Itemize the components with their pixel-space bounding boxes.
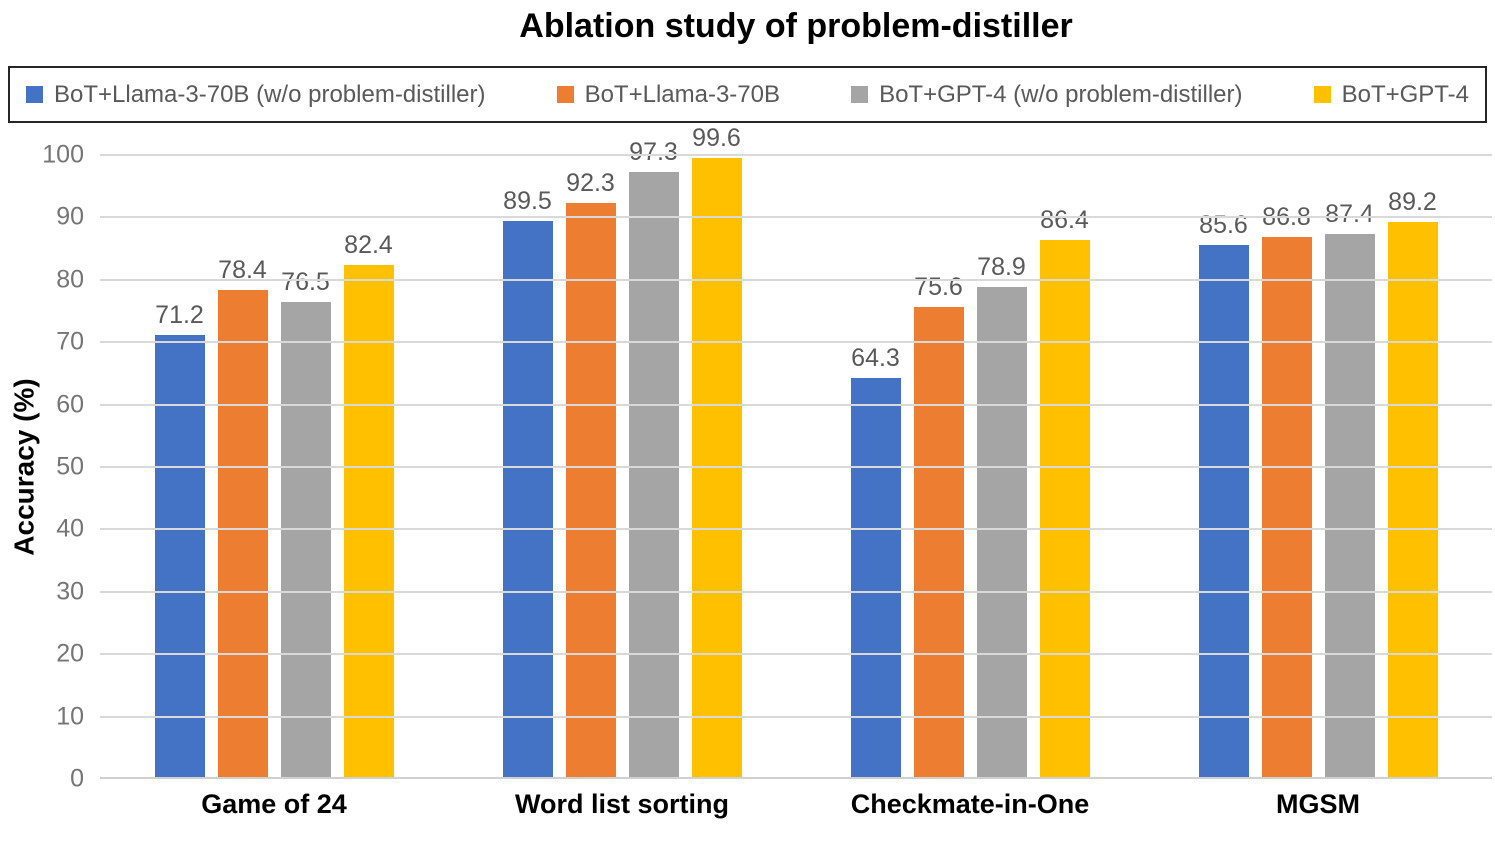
bar-value-label: 78.9 xyxy=(977,252,1026,281)
gridline xyxy=(100,715,1492,718)
plot-area: 71.2 78.4 76.5 82.4 89.5 92.3 97.3 99.6 64.3 75.6… xyxy=(100,124,1492,779)
gridline xyxy=(100,653,1492,656)
bar-value-label: 87.4 xyxy=(1325,199,1374,228)
bar-series-0-category-0: 71.2 xyxy=(154,301,205,779)
bar-series-2-category-3: 87.4 xyxy=(1324,200,1375,779)
x-axis-category-labels: Game of 24 Word list sorting Checkmate-in-… xyxy=(100,789,1492,820)
legend-item-1: BoT+Llama-3-70B xyxy=(556,80,780,109)
bars-layer: 71.2 78.4 76.5 82.4 89.5 92.3 97.3 99.6 64.3 75.6… xyxy=(100,124,1492,779)
gridline xyxy=(100,528,1492,531)
bar-value-label: 89.2 xyxy=(1388,188,1437,217)
legend-label: BoT+Llama-3-70B (w/o problem-distiller) xyxy=(54,80,486,108)
bar-series-2-category-1: 97.3 xyxy=(628,138,679,779)
y-tick-label: 40 xyxy=(56,514,84,543)
bar-series-3-category-2: 86.4 xyxy=(1039,206,1090,779)
bar-series-3-category-1: 99.6 xyxy=(691,124,742,779)
legend-item-3: BoT+GPT-4 xyxy=(1313,80,1469,109)
bar-group-2: 64.3 75.6 78.9 86.4 xyxy=(796,155,1144,779)
y-tick-label: 0 xyxy=(70,764,84,793)
bar-value-label: 71.2 xyxy=(155,300,204,329)
bar-group-1: 89.5 92.3 97.3 99.6 xyxy=(448,124,796,779)
gridline xyxy=(100,590,1492,593)
gridline xyxy=(100,341,1492,344)
bar-value-label: 86.4 xyxy=(1040,205,1089,234)
bar-value-label: 99.6 xyxy=(692,123,741,152)
legend-label: BoT+GPT-4 xyxy=(1341,80,1469,108)
gridline xyxy=(100,403,1492,406)
legend-item-2: BoT+GPT-4 (w/o problem-distiller) xyxy=(851,80,1243,109)
y-tick-label: 30 xyxy=(56,577,84,606)
bar-series-2-category-2: 78.9 xyxy=(976,253,1027,779)
legend-label: BoT+Llama-3-70B xyxy=(584,80,780,108)
x-category-label-3: MGSM xyxy=(1276,789,1360,819)
bar-series-0-category-1: 89.5 xyxy=(502,187,553,779)
gridline xyxy=(100,466,1492,468)
y-tick-label: 50 xyxy=(56,452,84,481)
y-tick-label: 70 xyxy=(56,327,84,356)
bar-series-0-category-2: 64.3 xyxy=(850,344,901,779)
bar-value-label: 76.5 xyxy=(281,267,330,296)
gridline xyxy=(100,154,1492,156)
bar-series-2-category-0: 76.5 xyxy=(280,268,331,779)
legend-item-0: BoT+Llama-3-70B (w/o problem-distiller) xyxy=(26,81,485,109)
gridline xyxy=(100,777,1492,779)
x-category-label-0: Game of 24 xyxy=(201,789,347,819)
bar-value-label: 75.6 xyxy=(914,273,963,302)
x-category-label-2: Checkmate-in-One xyxy=(850,789,1090,819)
bar-series-1-category-1: 92.3 xyxy=(565,169,616,779)
bar-series-3-category-3: 89.2 xyxy=(1387,188,1438,779)
y-tick-label: 80 xyxy=(56,265,84,294)
y-tick-label: 10 xyxy=(56,702,84,731)
y-tick-label: 100 xyxy=(42,140,84,169)
y-tick-label: 90 xyxy=(56,202,84,231)
legend: BoT+Llama-3-70B (w/o problem-distiller) B… xyxy=(8,66,1487,123)
legend-swatch-icon xyxy=(851,86,869,103)
x-category-label-1: Word list sorting xyxy=(515,789,729,819)
bar-value-label: 85.6 xyxy=(1199,210,1248,239)
bar-value-label: 82.4 xyxy=(344,230,393,259)
y-axis-tick-labels: 0 10 20 30 40 50 60 70 80 90 100 xyxy=(0,141,84,793)
bar-value-label: 92.3 xyxy=(566,169,615,198)
gridline xyxy=(100,216,1492,219)
bar-series-1-category-2: 75.6 xyxy=(913,273,964,779)
chart-title: Ablation study of problem-distiller xyxy=(519,7,1073,45)
bar-value-label: 89.5 xyxy=(503,186,552,215)
bar-value-label: 64.3 xyxy=(851,343,900,372)
gridline xyxy=(100,278,1492,281)
bar-series-3-category-0: 82.4 xyxy=(343,231,394,779)
y-tick-label: 60 xyxy=(56,390,84,419)
legend-swatch-icon xyxy=(1313,86,1331,103)
bar-series-1-category-0: 78.4 xyxy=(217,256,268,779)
bar-group-0: 71.2 78.4 76.5 82.4 xyxy=(100,155,448,779)
legend-swatch-icon xyxy=(556,86,574,103)
bar-value-label: 97.3 xyxy=(629,137,678,166)
y-tick-label: 20 xyxy=(56,639,84,668)
bar-series-1-category-3: 86.8 xyxy=(1261,203,1312,779)
legend-label: BoT+GPT-4 (w/o problem-distiller) xyxy=(879,80,1243,108)
legend-swatch-icon xyxy=(26,86,43,103)
bar-series-0-category-3: 85.6 xyxy=(1198,211,1249,779)
